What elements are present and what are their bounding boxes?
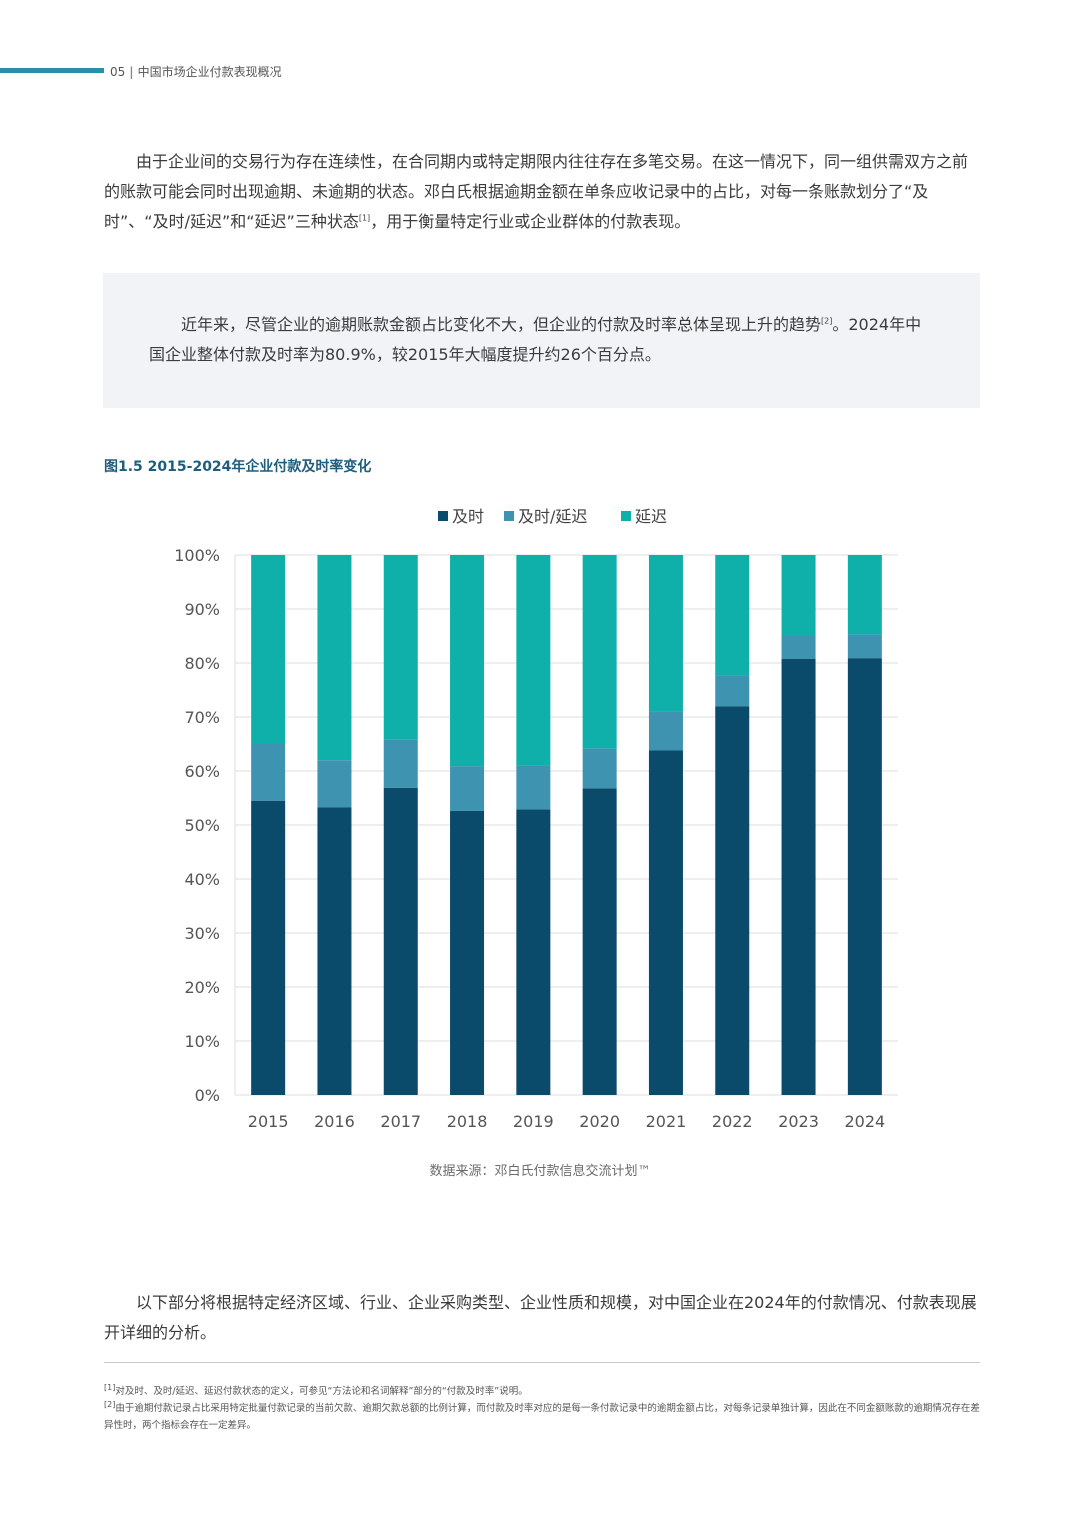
figure-title: 图1.5 2015-2024年企业付款及时率变化: [104, 459, 372, 475]
x-tick-label: 2022: [712, 1112, 753, 1131]
footnote-2-ref: [2]: [104, 1399, 116, 1409]
legend-label: 及时/延迟: [518, 507, 587, 526]
y-tick-label: 0%: [195, 1086, 220, 1105]
bar-segment-3: [450, 555, 485, 767]
bar-segment-1: [781, 658, 816, 1095]
bar-segment-3: [516, 555, 551, 766]
footnote-2-text: 由于逾期付款记录占比采用特定批量付款记录的当前欠款、逾期欠款总额的比例计算，而付…: [104, 1403, 980, 1431]
legend-swatch: [621, 511, 631, 521]
bar-segment-1: [648, 750, 683, 1095]
bar-segment-2: [582, 748, 617, 789]
intro-text-end: ，用于衡量特定行业或企业群体的付款表现。: [370, 212, 691, 231]
intro-text: 由于企业间的交易行为存在连续性，在合同期内或特定期限内往往存在多笔交易。在这一情…: [104, 152, 969, 231]
legend-label: 及时: [452, 507, 484, 526]
bar-segment-2: [715, 675, 750, 707]
legend-swatch: [504, 511, 514, 521]
y-tick-label: 60%: [184, 762, 220, 781]
bar-segment-2: [516, 765, 551, 810]
x-tick-label: 2017: [380, 1112, 421, 1131]
bar-segment-1: [383, 787, 418, 1095]
bar-segment-3: [715, 555, 750, 676]
data-source-note: 数据来源：邓白氏付款信息交流计划™: [429, 1164, 651, 1179]
bar-segment-2: [648, 711, 683, 751]
bar-segment-2: [383, 739, 418, 788]
x-tick-label: 2018: [447, 1112, 488, 1131]
bar-segment-2: [781, 636, 816, 659]
header-separator: |: [129, 65, 134, 79]
y-tick-label: 90%: [184, 600, 220, 619]
y-tick-label: 40%: [184, 870, 220, 889]
bar-segment-3: [317, 555, 352, 761]
legend-swatch: [438, 511, 448, 521]
intro-paragraph: 由于企业间的交易行为存在连续性，在合同期内或特定期限内往往存在多笔交易。在这一情…: [104, 147, 980, 237]
y-tick-label: 20%: [184, 978, 220, 997]
highlight-text-end: 。2024年中国企业整体付款及时率为80.9%，较2015年大幅度提升约26个百…: [149, 315, 922, 364]
y-tick-label: 30%: [184, 924, 220, 943]
bar-segment-1: [847, 658, 882, 1095]
section-title: 中国市场企业付款表现概况: [137, 65, 282, 79]
highlight-text: 近年来，尽管企业的逾期账款金额占比变化不大，但企业的付款及时率总体呈现上升的趋势: [181, 315, 822, 334]
x-tick-label: 2023: [778, 1112, 819, 1131]
bar-segment-1: [251, 800, 286, 1095]
bar-segment-3: [383, 555, 418, 740]
bar-segment-1: [450, 810, 485, 1095]
highlight-paragraph: 近年来，尽管企业的逾期账款金额占比变化不大，但企业的付款及时率总体呈现上升的趋势…: [149, 310, 936, 370]
bar-segment-1: [715, 706, 750, 1095]
x-tick-label: 2024: [844, 1112, 885, 1131]
footnotes: [1]对及时、及时/延迟、延迟付款状态的定义，可参见“方法论和名词解释”部分的“…: [104, 1383, 980, 1434]
y-tick-label: 10%: [184, 1032, 220, 1051]
bar-segment-1: [516, 809, 551, 1095]
x-tick-label: 2015: [248, 1112, 289, 1131]
footnote-2: [2]由于逾期付款记录占比采用特定批量付款记录的当前欠款、逾期欠款总额的比例计算…: [104, 1400, 980, 1434]
header-accent-bar: [0, 68, 104, 73]
footnote-ref-1: [1]: [358, 213, 371, 223]
footnote-ref-2: [2]: [821, 316, 833, 326]
footnote-1-ref: [1]: [104, 1382, 116, 1392]
bar-segment-3: [847, 555, 882, 635]
page-header: 05 | 中国市场企业付款表现概况: [110, 63, 282, 80]
bar-segment-3: [781, 555, 816, 636]
footnote-1: [1]对及时、及时/延迟、延迟付款状态的定义，可参见“方法论和名词解释”部分的“…: [104, 1383, 980, 1400]
x-tick-label: 2021: [646, 1112, 687, 1131]
bar-segment-2: [317, 760, 352, 808]
closing-paragraph: 以下部分将根据特定经济区域、行业、企业采购类型、企业性质和规模，对中国企业在20…: [104, 1293, 977, 1342]
bar-segment-1: [317, 807, 352, 1095]
footnote-1-text: 对及时、及时/延迟、延迟付款状态的定义，可参见“方法论和名词解释”部分的“付款及…: [115, 1386, 528, 1397]
highlight-box: 近年来，尽管企业的逾期账款金额占比变化不大，但企业的付款及时率总体呈现上升的趋势…: [103, 273, 980, 408]
bar-segment-2: [847, 634, 882, 659]
x-tick-label: 2020: [579, 1112, 620, 1131]
y-tick-label: 80%: [184, 654, 220, 673]
bar-segment-2: [450, 766, 485, 811]
y-tick-label: 50%: [184, 816, 220, 835]
y-tick-label: 70%: [184, 708, 220, 727]
page-number: 05: [110, 65, 126, 79]
bar-segment-3: [251, 555, 286, 744]
footnote-divider: [104, 1362, 980, 1363]
x-tick-label: 2016: [314, 1112, 355, 1131]
bar-segment-3: [582, 555, 617, 749]
legend-label: 延迟: [635, 507, 667, 526]
x-tick-label: 2019: [513, 1112, 554, 1131]
bar-segment-3: [648, 555, 683, 712]
bar-segment-1: [582, 788, 617, 1095]
stacked-bar-chart: 0% 10% 20% 30% 40% 50% 60% 70% 80% 90% 100% 2015 201…: [174, 507, 898, 1131]
bar-segment-2: [251, 744, 286, 801]
y-tick-label: 100%: [174, 546, 220, 565]
